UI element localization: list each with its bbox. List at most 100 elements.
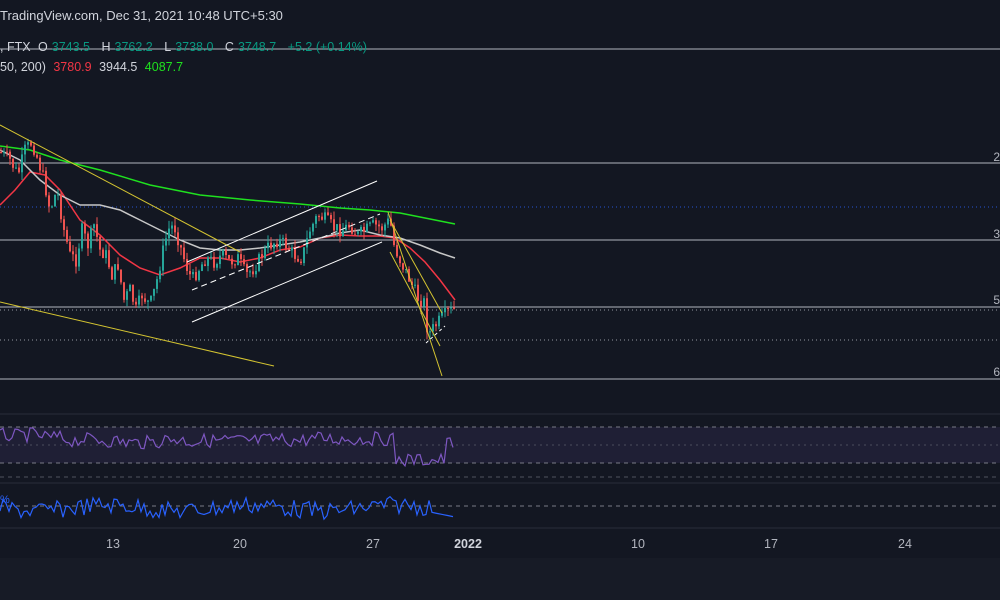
trendlines [0,124,446,377]
right-label-3: 5 [993,293,1000,307]
ohlc-change: +5.2 (+0.14%) [287,40,367,54]
candle-body-118 [354,233,356,235]
rsi-line [0,427,454,468]
ohlc-legend: , FTX O 3743.5 H 3762.2 L 3738.0 C 3748.7 +5… [0,40,371,54]
candle-body-8 [24,144,26,155]
candle-body-124 [372,220,374,223]
candle-body-27 [81,223,83,249]
wedge-inner [389,251,441,347]
candle-body-122 [366,223,368,232]
candle-body-6 [18,167,20,173]
candle-body-79 [237,254,239,266]
candle-body-91 [273,243,275,249]
candle-body-111 [333,219,335,231]
candle-body-102 [306,238,308,248]
trendline-upper [0,124,241,253]
candle-body-112 [336,224,338,231]
ma-fast-value: 3780.9 [53,60,92,74]
bottom-bar [0,558,1000,600]
candle-body-47 [141,295,143,299]
candle-body-134 [402,263,404,270]
candle-body-83 [249,271,251,273]
x-tick-20: 20 [233,537,247,551]
candle-body-12 [36,154,38,158]
candle-body-61 [183,247,185,260]
candle-body-151 [453,307,455,309]
candle-body-65 [195,272,197,281]
candle-body-150 [450,307,452,309]
candle-body-16 [48,195,50,207]
ma-slow-value: 4087.7 [144,60,184,74]
candle-body-131 [393,225,395,245]
candle-body-89 [267,242,269,249]
candle-body-19 [57,194,59,196]
candle-body-72 [216,263,218,268]
candle-body-90 [270,242,272,249]
candle-body-62 [186,259,188,272]
candle-body-0 [0,152,2,153]
candle-body-138 [414,284,416,286]
time-axis-bg [0,528,1000,558]
candle-body-119 [357,231,359,234]
candle-body-135 [405,268,407,270]
candle-body-40 [120,269,122,283]
candle-body-133 [399,256,401,264]
candle-body-144 [432,324,434,332]
candle-body-21 [63,219,65,230]
candle-body-104 [312,223,314,232]
candle-body-37 [111,267,113,280]
candle-body-110 [330,215,332,220]
candle-body-14 [42,170,44,172]
candle-body-109 [327,212,329,216]
ohlc-open: O 3743.5 [38,40,91,54]
candle-body-33 [99,236,101,250]
rsi-pane [0,426,1000,478]
candle-body-32 [96,224,98,237]
candle-body-76 [228,255,230,259]
candle-body-25 [75,254,77,267]
candle-body-84 [252,271,254,275]
ohlc-high: H 3762.2 [101,40,153,54]
right-label-2: 3 [993,227,1000,241]
candle-body-24 [72,251,74,255]
x-tick-10: 10 [631,537,645,551]
candle-body-114 [342,230,344,237]
candle-body-117 [351,227,353,234]
candle-body-53 [159,270,161,280]
candle-body-59 [177,232,179,246]
x-tick-2022: 2022 [454,537,482,551]
candle-body-126 [378,224,380,227]
candle-body-92 [276,243,278,248]
candle-body-96 [288,248,290,251]
candle-body-120 [360,226,362,232]
candle-body-82 [246,264,248,272]
candle-body-123 [369,222,371,224]
wedge-left [387,211,443,377]
right-label-4: 6 [993,365,1000,379]
ma-legend: 50, 200) 3780.9 3944.5 4087.7 [0,60,187,74]
candle-body-95 [285,237,287,249]
candle-body-60 [180,245,182,248]
candle-body-139 [417,284,419,301]
ma-mid-line [0,149,456,259]
candle-body-85 [255,270,257,275]
candle-body-42 [126,291,128,300]
candle-body-140 [420,300,422,307]
candle-body-11 [33,145,35,155]
ma-slow-line [0,145,456,225]
candlesticks [0,138,455,340]
candle-body-149 [447,308,449,310]
candle-body-78 [234,264,236,266]
candle-body-80 [240,254,242,260]
candle-body-28 [84,223,86,234]
candle-body-93 [279,238,281,248]
candle-body-99 [297,258,299,262]
candle-body-77 [231,258,233,265]
candle-body-71 [213,256,215,268]
ma-params: 50, 200) [0,60,46,74]
candle-body-29 [87,233,89,249]
candle-body-36 [108,250,110,268]
